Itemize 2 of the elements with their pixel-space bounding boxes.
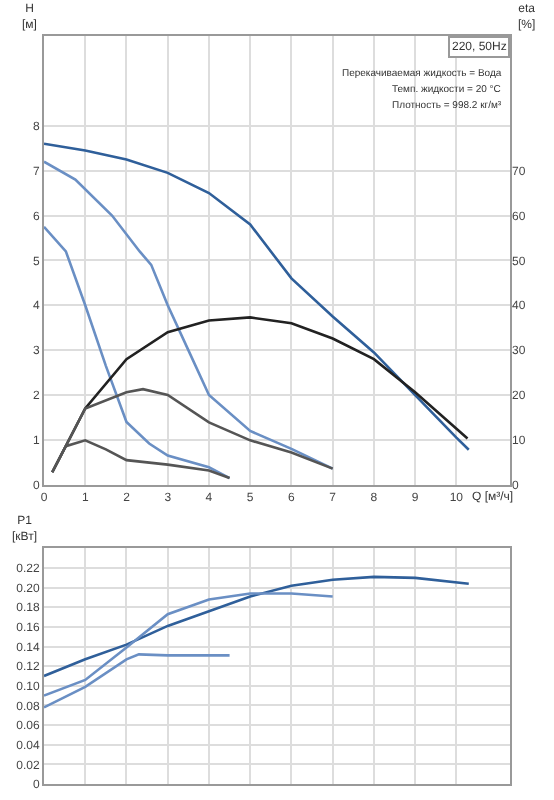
line-series (44, 575, 471, 678)
line-series (44, 142, 471, 452)
